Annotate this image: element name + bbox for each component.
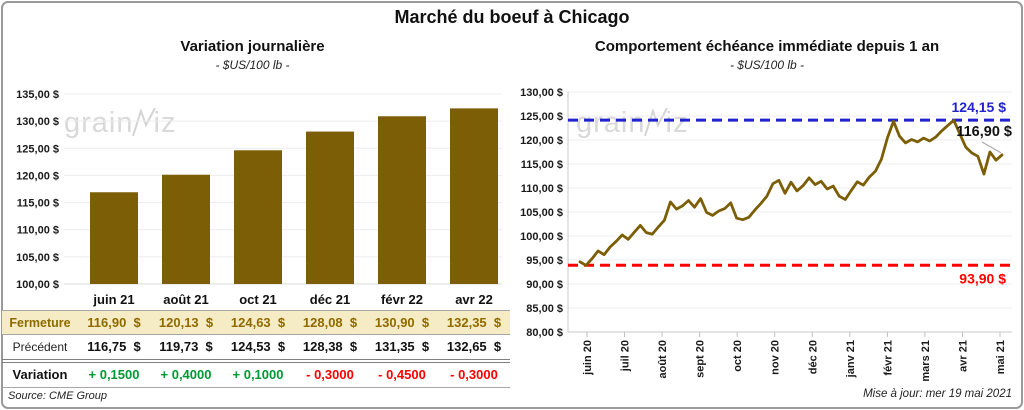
svg-text:sept 20: sept 20 [695, 340, 707, 378]
watermark-text: grain [64, 107, 134, 139]
last-point-label: 116,90 $ [956, 124, 1012, 140]
cell-précédent-2: 124,53 $ [222, 334, 294, 363]
svg-text:110,00 $: 110,00 $ [17, 225, 59, 237]
svg-text:août 20: août 20 [657, 340, 669, 379]
svg-text:févr 21: févr 21 [882, 340, 894, 375]
svg-text:déc 20: déc 20 [807, 340, 819, 374]
cell-précédent-0: 116,75 $ [78, 334, 150, 363]
month-header: déc 21 [294, 289, 366, 311]
svg-text:mars 21: mars 21 [920, 340, 932, 382]
svg-text:100,00 $: 100,00 $ [520, 231, 563, 243]
cell-variation-1: + 0,4000 [150, 360, 222, 388]
watermark-text: iz [665, 107, 689, 139]
svg-text:100,00 $: 100,00 $ [16, 279, 59, 291]
line-chart-subtitle: - $US/100 lb - [729, 58, 805, 72]
watermark-left: grain iz [64, 106, 176, 140]
line-chart: 130,00 $ 125,00 $ 120,00 $ 115,00 $ 110,00 $… [520, 87, 1012, 382]
row-label-variation: Variation [2, 360, 78, 388]
month-header: avr 22 [438, 289, 510, 311]
cell-variation-4: - 0,4500 [366, 360, 438, 388]
row-label-fermeture: Fermeture [2, 310, 78, 335]
svg-text:mai 21: mai 21 [995, 340, 1007, 374]
svg-text:nov 20: nov 20 [770, 340, 782, 375]
bar-avr 22 [450, 108, 498, 284]
cell-variation-3: - 0,3000 [294, 360, 366, 388]
svg-text:115,00 $: 115,00 $ [521, 159, 563, 171]
bar-chart: 135,00 $ 130,00 $ 125,00 $ 120,00 $ 115,00 $… [16, 89, 502, 291]
quotes-table: juin 21 août 21 oct 21 déc 21 févr 22 avr 22 … [2, 289, 510, 388]
cell-précédent-5: 132,65 $ [438, 334, 510, 363]
svg-text:80,00 $: 80,00 $ [526, 327, 563, 339]
bar-oct 21 [234, 150, 282, 284]
watermark-text: grain [576, 107, 646, 139]
svg-text:avr 21: avr 21 [957, 340, 969, 372]
cell-fermeture-2: 124,63 $ [222, 310, 294, 335]
svg-text:115,00 $: 115,00 $ [17, 198, 59, 210]
ref-high-label: 124,15 $ [952, 99, 1007, 115]
bar-juin 21 [90, 192, 138, 284]
month-header: févr 22 [366, 289, 438, 311]
table-row-months: juin 21 août 21 oct 21 déc 21 févr 22 avr 22 [2, 289, 510, 311]
svg-text:130,00 $: 130,00 $ [520, 87, 563, 99]
ref-low-label: 93,90 $ [959, 270, 1006, 286]
page-title: Marché du boeuf à Chicago [394, 7, 630, 27]
cell-variation-2: + 0,1000 [222, 360, 294, 388]
month-header: oct 21 [222, 289, 294, 311]
cell-précédent-1: 119,73 $ [150, 334, 222, 363]
svg-text:125,00 $: 125,00 $ [520, 111, 563, 123]
month-header-empty [2, 289, 78, 311]
cell-variation-5: - 0,3000 [438, 360, 510, 388]
month-header: juin 21 [78, 289, 150, 311]
bar-chart-title: Variation journalière [180, 38, 325, 55]
svg-text:120,00 $: 120,00 $ [520, 135, 563, 147]
svg-text:juin 20: juin 20 [582, 340, 594, 376]
svg-text:110,00 $: 110,00 $ [521, 183, 563, 195]
svg-text:janv 21: janv 21 [845, 340, 857, 378]
update-note: Mise à jour: mer 19 mai 2021 [863, 388, 1012, 400]
svg-text:95,00 $: 95,00 $ [526, 255, 563, 267]
cell-fermeture-5: 132,35 $ [438, 310, 510, 335]
table-row-precedent: Précédent 116,75 $119,73 $124,53 $128,38 … [2, 334, 510, 363]
source-note: Source: CME Group [8, 390, 108, 402]
last-point-leader [981, 141, 1002, 154]
bar-août 21 [162, 174, 210, 284]
watermark-text: iz [153, 107, 177, 139]
svg-text:105,00 $: 105,00 $ [520, 207, 563, 219]
svg-text:85,00 $: 85,00 $ [526, 303, 563, 315]
cell-fermeture-4: 130,90 $ [366, 310, 438, 335]
row-label-precedent: Précédent [2, 334, 78, 363]
cell-fermeture-0: 116,90 $ [78, 310, 150, 335]
svg-text:juil 20: juil 20 [620, 340, 632, 372]
svg-text:105,00 $: 105,00 $ [16, 252, 59, 264]
bar-févr 22 [378, 116, 426, 284]
watermark-zigzag-icon [131, 107, 156, 137]
svg-text:130,00 $: 130,00 $ [16, 116, 59, 128]
cell-variation-0: + 0,1500 [78, 360, 150, 388]
bar-chart-subtitle: - $US/100 lb - [215, 58, 290, 72]
price-series [578, 118, 1004, 267]
cell-précédent-3: 128,38 $ [294, 334, 366, 363]
cell-précédent-4: 131,35 $ [366, 334, 438, 363]
month-header: août 21 [150, 289, 222, 311]
svg-text:90,00 $: 90,00 $ [526, 279, 563, 291]
cell-fermeture-1: 120,13 $ [150, 310, 222, 335]
cell-fermeture-3: 128,08 $ [294, 310, 366, 335]
svg-text:135,00 $: 135,00 $ [16, 89, 59, 101]
table-row-variation: Variation + 0,1500 + 0,4000 + 0,1000- 0,300… [2, 360, 510, 388]
svg-text:oct 20: oct 20 [732, 340, 744, 372]
bar-déc 21 [306, 131, 354, 284]
table-row-fermeture: Fermeture 116,90 $120,13 $124,63 $128,08 … [2, 310, 510, 335]
line-chart-title: Comportement échéance immédiate depuis 1… [594, 38, 940, 55]
svg-text:120,00 $: 120,00 $ [16, 170, 59, 182]
svg-text:125,00 $: 125,00 $ [16, 143, 59, 155]
